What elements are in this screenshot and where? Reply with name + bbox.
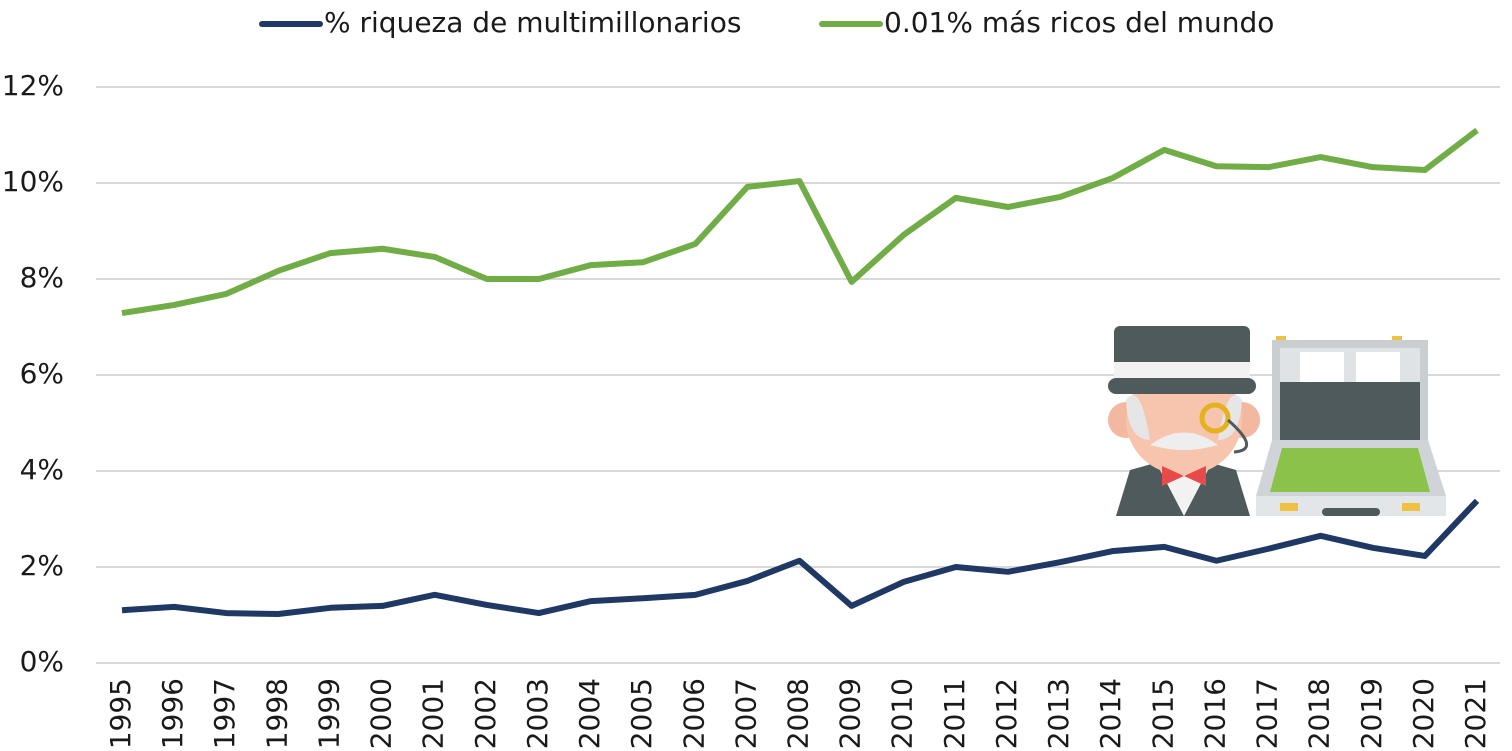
x-tick-label: 2019 xyxy=(1355,678,1388,749)
x-tick-label: 1996 xyxy=(156,678,189,749)
x-tick-label: 2005 xyxy=(625,678,658,749)
x-tick-label: 2001 xyxy=(417,678,450,749)
y-tick-label: 4% xyxy=(20,453,64,486)
x-tick-label: 2015 xyxy=(1146,678,1179,749)
legend-label: % riqueza de multimillonarios xyxy=(324,6,741,39)
x-tick-label: 2012 xyxy=(990,678,1023,749)
x-tick-label: 2020 xyxy=(1407,678,1440,749)
y-tick-label: 0% xyxy=(20,645,64,678)
x-tick-label: 2011 xyxy=(938,678,971,749)
y-tick-label: 10% xyxy=(2,165,64,198)
line-series xyxy=(122,501,1477,614)
chart: 0% 2% 4% 6% 8% 10% 12% 1995 1996 1997 1998 1999 2000… xyxy=(0,0,1512,751)
x-tick-label: 2018 xyxy=(1303,678,1336,749)
x-tick-label: 2000 xyxy=(365,678,398,749)
y-tick-label: 12% xyxy=(2,69,64,102)
x-tick-label: 1997 xyxy=(208,678,241,749)
x-tick-label: 2016 xyxy=(1198,678,1231,749)
x-tick-label: 2004 xyxy=(573,678,606,749)
legend-label: 0.01% más ricos del mundo xyxy=(884,6,1274,39)
page: {"chart_data": {"type": "line", "categor… xyxy=(0,0,1512,751)
x-tick-label: 2017 xyxy=(1251,678,1284,749)
y-tick-label: 6% xyxy=(20,357,64,390)
x-tick-label: 2010 xyxy=(886,678,919,749)
x-tick-label: 1998 xyxy=(260,678,293,749)
x-tick-label: 2003 xyxy=(521,678,554,749)
x-tick-label: 2021 xyxy=(1459,678,1492,749)
x-tick-label: 2008 xyxy=(782,678,815,749)
x-tick-label: 2002 xyxy=(469,678,502,749)
y-tick-label: 2% xyxy=(20,549,64,582)
illustration xyxy=(1108,326,1446,516)
y-tick-label: 8% xyxy=(20,261,64,294)
line-series xyxy=(122,130,1477,313)
x-tick-label: 2013 xyxy=(1042,678,1075,749)
x-tick-label: 1999 xyxy=(312,678,345,749)
x-tick-label: 2007 xyxy=(729,678,762,749)
x-tick-label: 2014 xyxy=(1094,678,1127,749)
x-tick-label: 2009 xyxy=(834,678,867,749)
x-tick-label: 2006 xyxy=(677,678,710,749)
x-tick-label: 1995 xyxy=(104,678,137,749)
